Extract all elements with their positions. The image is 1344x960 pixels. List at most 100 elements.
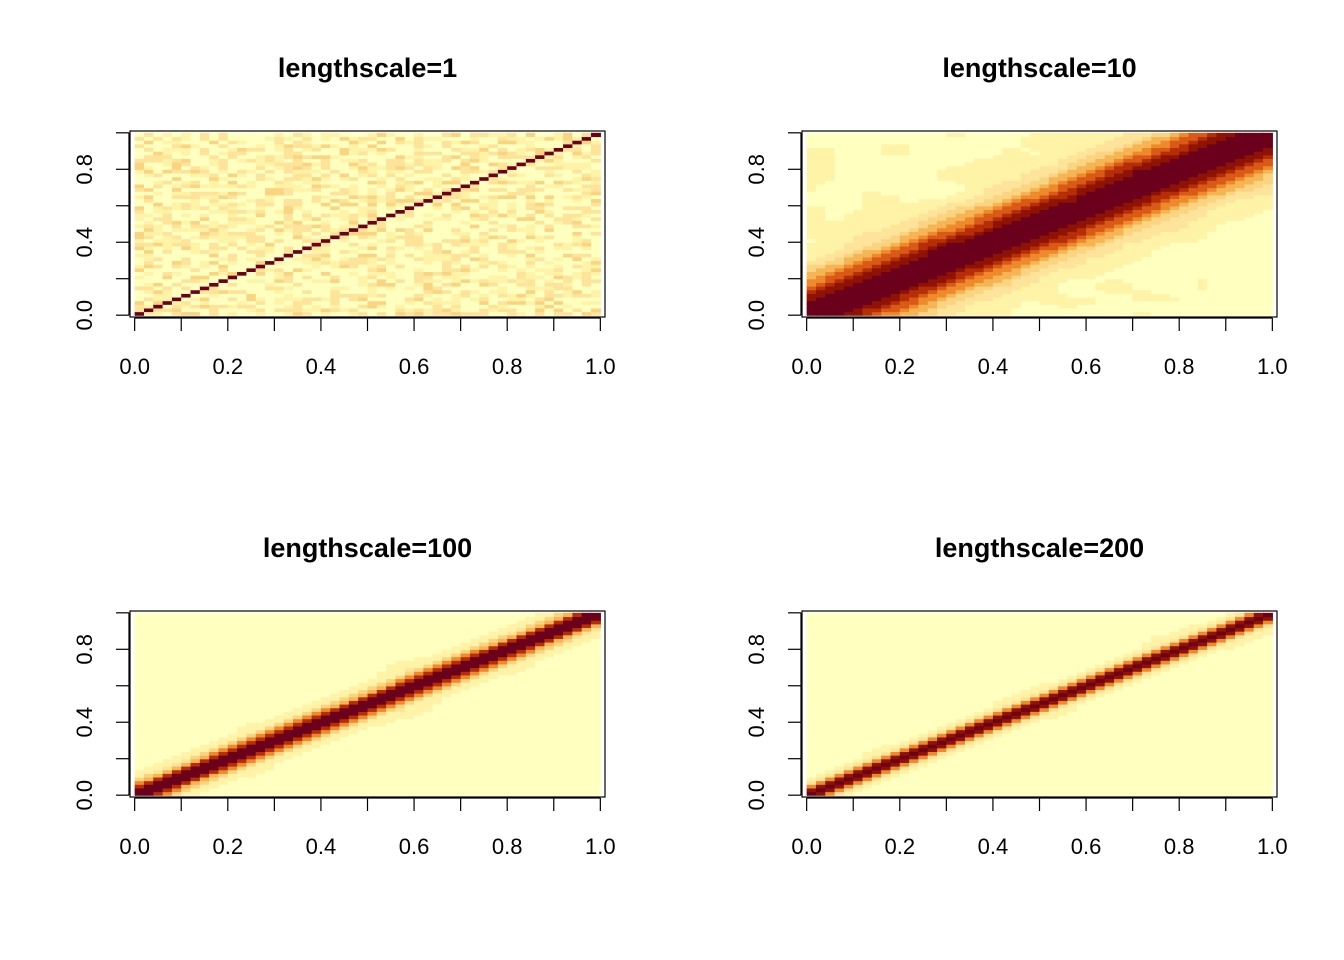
heatmap-cell	[302, 198, 313, 203]
heatmap-cell	[432, 286, 443, 291]
heatmap-cell	[469, 271, 480, 276]
heatmap-cell	[1169, 176, 1180, 181]
heatmap-cell	[974, 154, 985, 159]
heatmap-cell	[1086, 245, 1096, 251]
heatmap-cell	[862, 224, 873, 229]
heatmap-cell	[1086, 136, 1096, 141]
heatmap-cell	[1002, 242, 1013, 247]
heatmap-cell	[881, 176, 892, 181]
heatmap-cell	[181, 216, 192, 221]
heatmap-cell	[1225, 165, 1236, 170]
heatmap-cell	[143, 158, 154, 163]
heatmap-cell	[1104, 238, 1115, 243]
heatmap-cell	[1058, 296, 1069, 302]
heatmap-cell	[806, 271, 817, 276]
heatmap-cell	[1039, 183, 1050, 189]
heatmap-cell	[862, 191, 873, 196]
heatmap-cell	[348, 198, 359, 203]
heatmap-cell	[1235, 296, 1245, 302]
heatmap-cell	[1169, 245, 1180, 251]
heatmap-cell	[1058, 304, 1069, 309]
heatmap-cell	[1030, 227, 1041, 232]
heatmap-cell	[451, 194, 462, 200]
heatmap-cell	[1039, 238, 1050, 243]
heatmap-cell	[1179, 194, 1190, 200]
heatmap-cell	[479, 147, 490, 152]
heatmap-cell	[525, 209, 536, 214]
heatmap-cell	[843, 278, 854, 283]
heatmap-cell	[572, 307, 583, 313]
heatmap-cell	[376, 304, 387, 309]
heatmap-cell	[190, 132, 201, 138]
heatmap-cell	[871, 151, 882, 156]
heatmap-cell	[330, 249, 341, 254]
heatmap-cell	[209, 234, 220, 240]
heatmap-cell	[283, 249, 294, 254]
heatmap-cell	[544, 275, 555, 280]
heatmap-cell	[292, 300, 303, 305]
heatmap-cell	[535, 180, 546, 185]
heatmap-cell	[516, 256, 527, 262]
heatmap-cell	[890, 191, 901, 196]
heatmap-cell	[1169, 300, 1180, 305]
heatmap-cell	[1020, 234, 1031, 240]
heatmap-cell	[302, 245, 313, 251]
heatmap-cell	[507, 249, 518, 254]
heatmap-cell	[881, 307, 892, 313]
heatmap-cell	[274, 180, 285, 185]
heatmap-cell	[946, 304, 957, 309]
heatmap-cell	[469, 278, 480, 283]
heatmap-cell	[1263, 278, 1273, 283]
heatmap-cell	[339, 264, 350, 269]
heatmap-cell	[469, 286, 480, 291]
heatmap-cell	[171, 154, 182, 159]
heatmap-cell	[423, 151, 434, 156]
heatmap-cell	[1067, 205, 1078, 211]
heatmap-cell	[507, 202, 518, 207]
heatmap-cell	[209, 300, 220, 305]
heatmap-cell	[237, 289, 248, 294]
heatmap-cell	[1011, 286, 1022, 291]
heatmap-cell	[432, 165, 443, 170]
heatmap-cell	[339, 165, 350, 170]
heatmap-cell	[1207, 260, 1218, 265]
heatmap-cell	[974, 213, 985, 218]
heatmap-cell	[1114, 300, 1124, 305]
heatmap-cell	[1030, 224, 1041, 229]
heatmap-cell	[825, 286, 836, 291]
heatmap-cell	[1216, 304, 1227, 309]
heatmap-cell	[563, 205, 573, 211]
heatmap-cell	[591, 136, 601, 141]
heatmap-cell	[162, 242, 173, 247]
heatmap-cell	[451, 249, 462, 254]
heatmap-cell	[1253, 158, 1264, 163]
heatmap-cell	[1151, 231, 1162, 236]
heatmap-cell	[1076, 216, 1087, 221]
heatmap-cell	[479, 311, 490, 316]
heatmap-cell	[497, 249, 508, 254]
heatmap-cell	[246, 220, 257, 225]
heatmap-cell	[404, 307, 415, 313]
heatmap-cell	[423, 267, 434, 273]
heatmap-cell	[218, 165, 229, 170]
heatmap-cell	[843, 245, 854, 251]
heatmap-cell	[544, 205, 555, 211]
heatmap-cell	[311, 282, 322, 287]
heatmap-cell	[1095, 154, 1106, 159]
heatmap-cell	[1253, 256, 1264, 262]
heatmap-cell	[544, 231, 555, 236]
heatmap-cell	[1002, 224, 1013, 229]
heatmap-cell	[246, 165, 257, 170]
heatmap-cell	[302, 172, 313, 178]
heatmap-cell	[1235, 154, 1245, 159]
heatmap-cell	[190, 140, 201, 145]
heatmap-cell	[825, 143, 836, 149]
heatmap-cell	[1058, 260, 1069, 265]
heatmap-cell	[918, 132, 929, 138]
heatmap-cell	[1263, 271, 1273, 276]
heatmap-cell	[460, 180, 471, 185]
heatmap-cell	[1048, 271, 1059, 276]
heatmap-cell	[1235, 300, 1245, 305]
heatmap-cell	[414, 216, 424, 221]
heatmap-cell	[497, 194, 508, 200]
